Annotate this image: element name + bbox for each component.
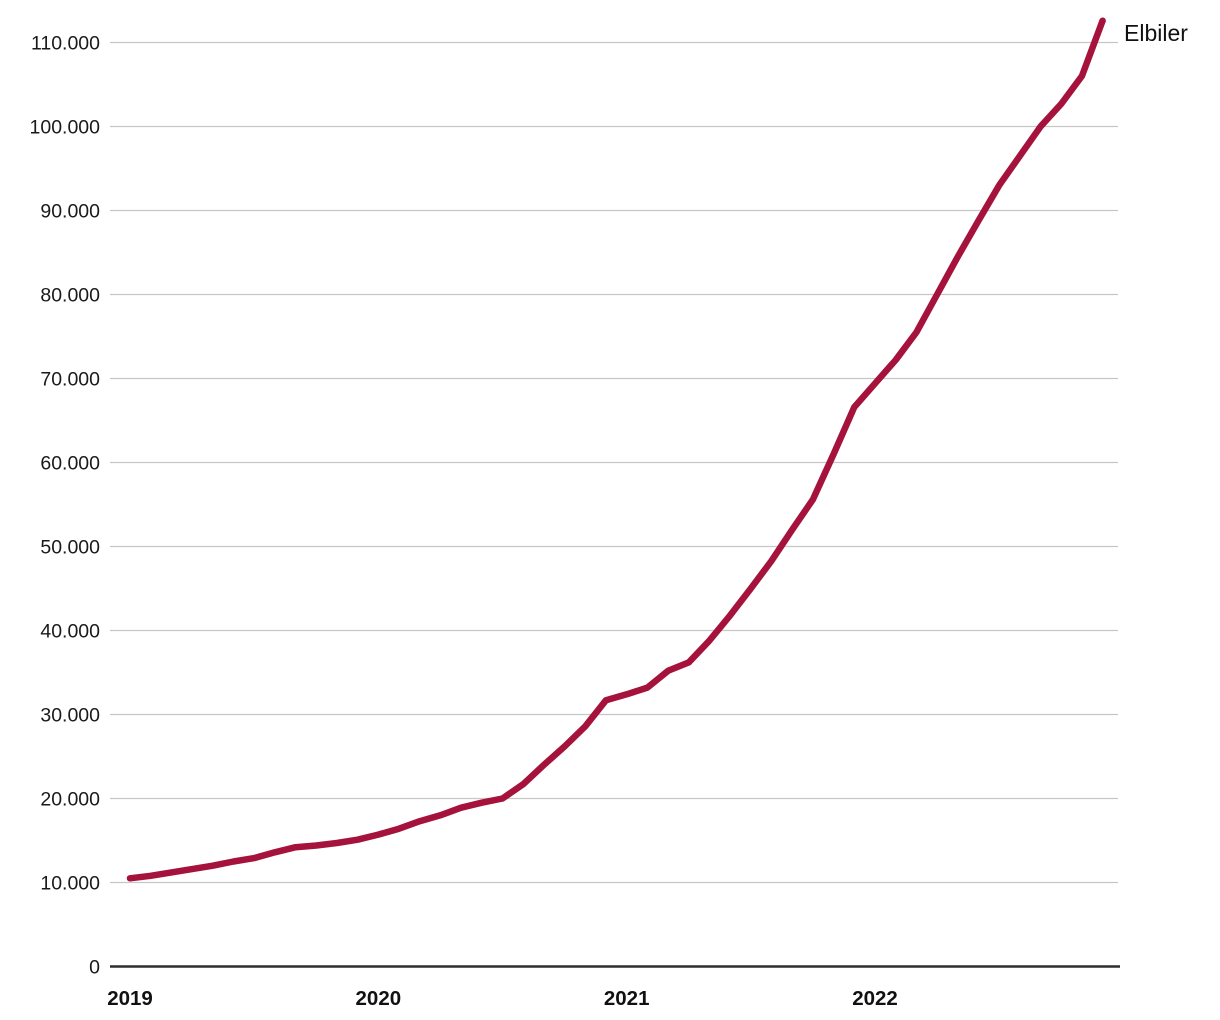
y-tick-label: 20.000 [40,789,100,811]
y-tick-label: 90.000 [40,201,100,223]
axis-labels-layer: 0 10.000 20.000 30.000 40.000 50.000 60.000 70.… [30,33,898,1011]
gridlines-layer [110,41,1120,968]
y-tick-label: 60.000 [40,453,100,475]
y-tick-label: 70.000 [40,369,100,391]
series-label: Elbiler [1124,20,1188,46]
x-tick-label: 2020 [356,987,402,1010]
y-tick-label: 40.000 [40,621,100,643]
elbiler-series-line [126,17,1106,882]
y-tick-label: 110.000 [31,33,100,55]
x-tick-label: 2021 [604,987,650,1010]
y-tick-label: 0 [89,957,100,979]
data-line-layer [126,17,1106,882]
x-tick-label: 2022 [852,987,898,1010]
y-tick-label: 50.000 [40,537,100,559]
y-tick-label: 100.000 [30,117,101,139]
y-tick-label: 80.000 [40,285,100,307]
y-tick-label: 10.000 [40,873,100,895]
y-tick-label: 30.000 [40,705,100,727]
x-tick-label: 2019 [107,987,153,1010]
